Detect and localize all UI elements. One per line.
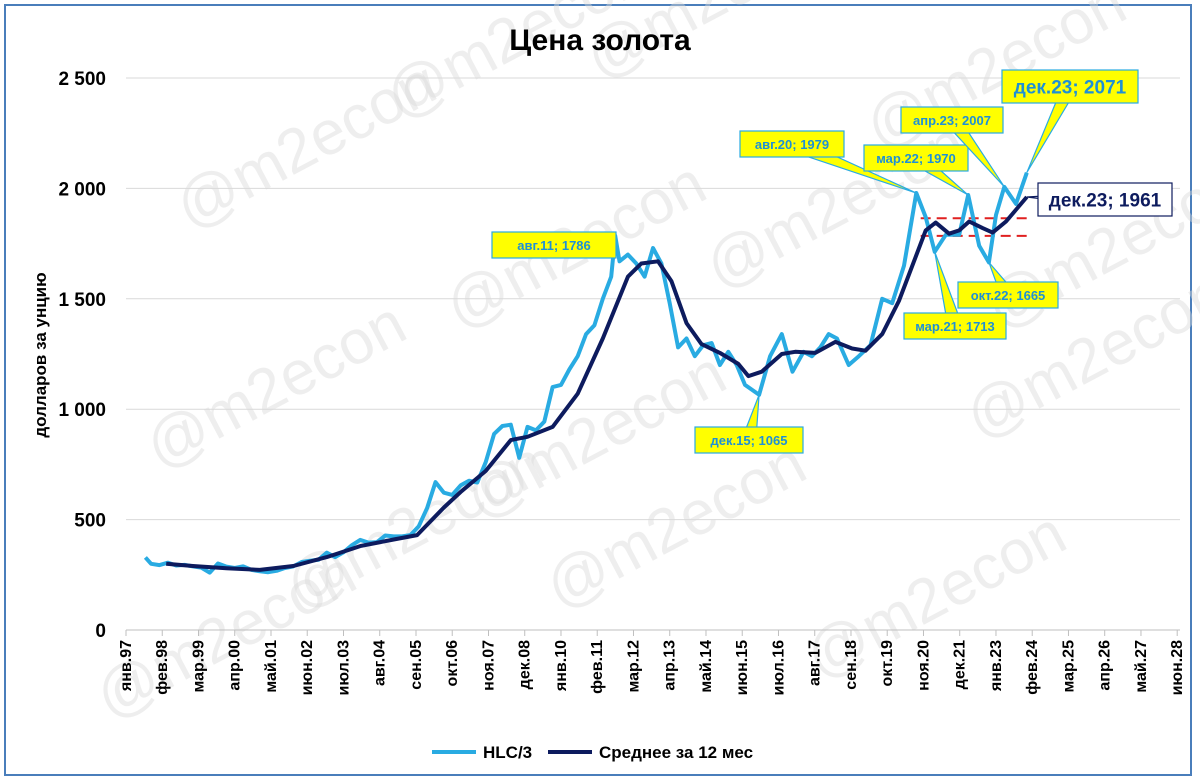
- annotation-label: мар.22; 1970: [876, 151, 956, 166]
- x-tick-label: май.27: [1133, 640, 1150, 693]
- x-tick-label: ноя.07: [480, 640, 497, 691]
- annotation-label: дек.23; 1961: [1049, 191, 1162, 212]
- x-tick-label: окт.19: [879, 640, 896, 687]
- x-tick-label: янв.97: [118, 640, 135, 692]
- annotation-callout: авг.11; 1786: [491, 231, 617, 259]
- x-tick-label: май.01: [263, 640, 280, 693]
- x-tick-label: июн.15: [734, 640, 751, 696]
- x-tick-label: июл.03: [335, 640, 352, 696]
- annotation-box: [739, 130, 845, 158]
- y-axis-label: долларов за унцию: [31, 272, 50, 437]
- x-tick-label: авг.04: [372, 640, 389, 686]
- annotation-label: мар.21; 1713: [915, 319, 995, 334]
- annotation-layer: авг.11; 1786 дек.15; 1065 авг.20; 1979 мар.…: [491, 69, 1173, 454]
- x-tick-label: июн.02: [299, 640, 316, 696]
- annotation-box: [903, 312, 1007, 340]
- annotation-label: авг.20; 1979: [755, 137, 829, 152]
- annotation-callout: мар.21; 1713: [903, 251, 1007, 340]
- x-tick-label: янв.23: [988, 640, 1005, 692]
- series-line-avg12: [166, 195, 1029, 572]
- x-tick-label: фев.11: [589, 640, 606, 694]
- annotation-label: авг.11; 1786: [517, 238, 591, 253]
- x-tick-label: мар.25: [1060, 640, 1077, 693]
- x-tick-label: авг.17: [807, 640, 824, 686]
- x-tick-label: май.14: [698, 640, 715, 693]
- y-tick-label: 2 000: [58, 179, 106, 200]
- x-tick-label: июл.16: [770, 640, 787, 696]
- annotation-callout: дек.15; 1065: [694, 394, 804, 454]
- y-axis-ticks: 0 500 1 000 1 500 2 000 2 500: [58, 69, 106, 642]
- legend-label-hlc3: HLC/3: [483, 743, 532, 762]
- legend: HLC/3 Среднее за 12 мес: [432, 743, 753, 762]
- legend-label-avg12: Среднее за 12 мес: [599, 743, 753, 762]
- annotation-label: дек.23; 2071: [1014, 78, 1127, 99]
- x-tick-label: июн.28: [1169, 640, 1186, 696]
- x-tick-label: дек.21: [952, 640, 969, 689]
- annotation-box: [1001, 69, 1139, 104]
- y-tick-label: 2 500: [58, 69, 106, 90]
- y-tick-label: 500: [74, 511, 106, 532]
- x-tick-label: сен.18: [843, 640, 860, 690]
- annotation-callout: авг.20; 1979: [739, 130, 917, 194]
- watermark-text: @m2econ: [134, 288, 417, 482]
- x-tick-label: мар.99: [190, 640, 207, 693]
- annotation-callout: дек.23; 2071: [1001, 69, 1139, 174]
- annotation-box: [957, 281, 1059, 309]
- annotation-label: дек.15; 1065: [711, 433, 788, 448]
- x-tick-label: ноя.20: [915, 640, 932, 691]
- annotation-callout: мар.22; 1970: [863, 144, 969, 196]
- x-tick-label: фев.98: [154, 640, 171, 695]
- x-tick-label: мар.12: [625, 640, 642, 693]
- annotation-callout: окт.22; 1665: [957, 261, 1059, 309]
- x-tick-label: сен.05: [408, 640, 425, 690]
- y-tick-label: 1 000: [58, 400, 106, 421]
- x-tick-label: окт.06: [444, 640, 461, 687]
- x-tick-label: фев.24: [1024, 640, 1041, 695]
- x-tick-label: апр.26: [1097, 640, 1114, 691]
- x-axis: янв.97 фев.98 мар.99 апр.00 май.01 июн.02 июл.…: [118, 629, 1186, 696]
- chart-title: Цена золота: [509, 24, 691, 57]
- x-tick-label: апр.13: [662, 640, 679, 691]
- annotation-label: апр.23; 2007: [913, 113, 991, 128]
- annotation-label: окт.22; 1665: [971, 288, 1046, 303]
- x-tick-label: дек.08: [517, 640, 534, 689]
- watermark-layer: @m2econ@m2econ@m2econ@m2econ@m2econ@m2ec…: [84, 0, 1200, 732]
- annotation-box: [863, 144, 969, 172]
- annotation-box: [491, 231, 617, 259]
- annotation-callout: дек.23; 1961: [1026, 182, 1173, 217]
- x-tick-label: апр.00: [227, 640, 244, 691]
- y-tick-label: 1 500: [58, 290, 106, 311]
- annotation-box: [900, 106, 1004, 134]
- y-tick-label: 0: [95, 621, 106, 642]
- annotation-box: [1037, 182, 1173, 217]
- series-layer: [143, 172, 1029, 575]
- annotation-box: [694, 426, 804, 454]
- x-tick-label: янв.10: [553, 640, 570, 692]
- annotation-callout: апр.23; 2007: [900, 106, 1005, 188]
